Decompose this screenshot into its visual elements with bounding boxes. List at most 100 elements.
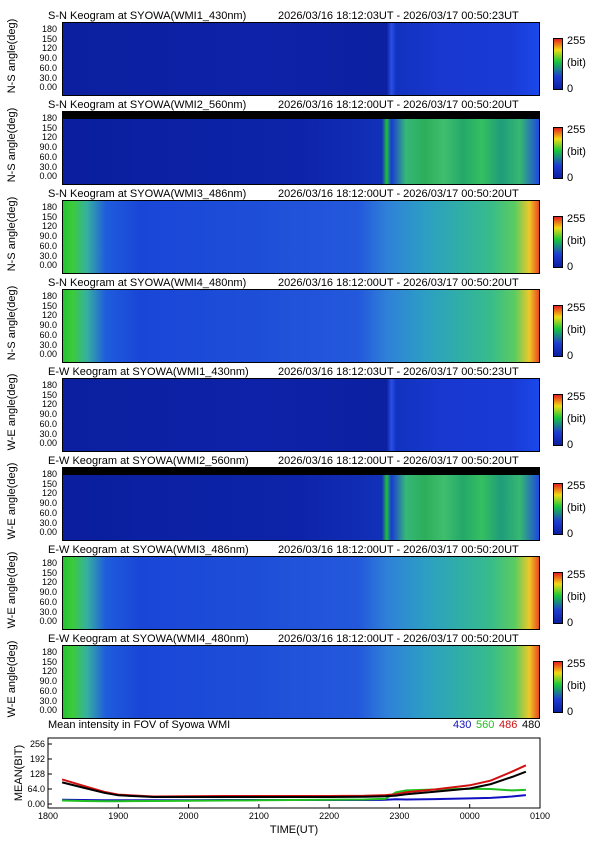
colorbar [553,661,563,713]
y-tick-label: 128 [30,769,45,779]
colorbar-max-label: 255 [567,35,586,47]
angle-tick-label: 120 [41,310,57,320]
keogram-panel: E-W Keogram at SYOWA(WMI1_430nm) 2026/03/… [0,366,595,454]
colorbar [553,483,563,535]
keogram-time-range: 2026/03/16 18:12:00UT - 2026/03/17 00:50… [278,277,519,289]
keogram-time-range: 2026/03/16 18:12:03UT - 2026/03/17 00:50… [278,10,519,22]
legend-entry: 560 [476,719,494,731]
x-tick-label: 2000 [179,811,199,821]
x-tick-label: 0100 [530,811,550,821]
angle-tick-label: 150 [41,389,57,400]
chart-title: Mean intensity in FOV of Syowa WMI [48,719,230,731]
keogram-image [62,556,540,630]
keogram-panel: E-W Keogram at SYOWA(WMI3_486nm) 2026/03/… [0,544,595,632]
angle-tick-label: 0.00 [39,705,57,715]
colorbar-min-label: 0 [567,261,574,273]
x-tick-label: 1800 [38,811,58,821]
keogram-top-band [63,468,539,475]
angle-tick-label: 120 [41,577,57,587]
y-tick-label: 256 [30,739,45,749]
angle-tick-label: 180 [41,291,57,301]
keogram-time-range: 2026/03/16 18:12:00UT - 2026/03/17 00:50… [278,188,519,200]
y-tick-label: 192 [30,754,45,764]
keogram-title: S-N Keogram at SYOWA(WMI1_430nm) [48,10,247,22]
colorbar-min-label: 0 [567,706,574,718]
colorbar-max-label: 255 [567,480,586,492]
angle-tick-label: 60.0 [39,597,57,607]
angle-tick-label: 0.00 [39,616,57,626]
angle-tick-label: 150 [41,656,57,667]
keogram-time-range: 2026/03/16 18:12:03UT - 2026/03/17 00:50… [278,366,519,378]
angle-tick-label: 120 [41,132,57,142]
colorbar-max-label: 255 [567,302,586,314]
angle-tick-label: 60.0 [39,330,57,340]
colorbar-unit-label: (bit) [567,413,586,425]
colorbar-max-label: 255 [567,391,586,403]
colorbar-max-label: 255 [567,124,586,136]
angle-tick-label: 90.0 [39,587,57,597]
angle-tick-label: 30.0 [39,162,57,172]
colorbar-unit-label: (bit) [567,57,586,69]
y-axis-label: MEAN(BIT) [13,745,25,801]
angle-tick-label: 30.0 [39,696,57,706]
colorbar-max-label: 255 [567,658,586,670]
series-line-486 [61,764,527,798]
x-axis-label: TIME(UT) [270,824,318,836]
colorbar-unit-label: (bit) [567,502,586,514]
angle-tick-label: 0.00 [39,438,57,448]
series-line-480 [61,770,527,798]
colorbar [553,394,563,446]
mean-intensity-panel: Mean intensity in FOV of Syowa WMI 430 560… [0,716,595,842]
angle-tick-label: 90.0 [39,231,57,241]
angle-tick-label: 0.00 [39,260,57,270]
keogram-title: E-W Keogram at SYOWA(WMI1_430nm) [48,366,249,378]
keogram-time-range: 2026/03/16 18:12:00UT - 2026/03/17 00:50… [278,544,519,556]
keogram-time-range: 2026/03/16 18:12:00UT - 2026/03/17 00:50… [278,455,519,467]
angle-tick-label: 90.0 [39,676,57,686]
angle-tick-label: 120 [41,399,57,409]
colorbar [553,572,563,624]
x-tick-label: 2200 [319,811,339,821]
angle-tick-label: 90.0 [39,142,57,152]
colorbar-max-label: 255 [567,569,586,581]
angle-tick-label: 0.00 [39,349,57,359]
angle-tick-label: 120 [41,43,57,53]
angle-tick-label: 90.0 [39,498,57,508]
angle-tick-label: 120 [41,221,57,231]
angle-tick-label: 30.0 [39,73,57,83]
angle-tick-label: 0.00 [39,171,57,181]
angle-tick-label: 60.0 [39,63,57,73]
colorbar-unit-label: (bit) [567,235,586,247]
keogram-title: E-W Keogram at SYOWA(WMI4_480nm) [48,633,249,645]
keogram-image [62,111,540,185]
angle-tick-label: 30.0 [39,340,57,350]
angle-tick-label: 30.0 [39,251,57,261]
angle-tick-label: 120 [41,488,57,498]
keogram-time-range: 2026/03/16 18:12:00UT - 2026/03/17 00:50… [278,633,519,645]
y-tick-label: 64.0 [27,784,45,794]
colorbar [553,127,563,179]
angle-tick-label: 150 [41,33,57,44]
keogram-title: E-W Keogram at SYOWA(WMI2_560nm) [48,455,249,467]
angle-tick-label: 60.0 [39,241,57,251]
keogram-title: E-W Keogram at SYOWA(WMI3_486nm) [48,544,249,556]
keogram-image [62,200,540,274]
legend-entry: 480 [522,719,540,731]
angle-tick-label: 0.00 [39,82,57,92]
angle-tick-label: 0.00 [39,527,57,537]
keogram-title: S-N Keogram at SYOWA(WMI3_486nm) [48,188,247,200]
angle-tick-label: 180 [41,469,57,479]
colorbar-min-label: 0 [567,528,574,540]
keogram-panel: S-N Keogram at SYOWA(WMI3_486nm) 2026/03/… [0,188,595,276]
keogram-image [62,467,540,541]
angle-tick-label: 180 [41,24,57,34]
angle-tick-label: 60.0 [39,152,57,162]
colorbar [553,38,563,90]
plot-frame [47,737,541,809]
angle-tick-label: 180 [41,380,57,390]
keogram-panel: S-N Keogram at SYOWA(WMI2_560nm) 2026/03/… [0,99,595,187]
angle-tick-label: 90.0 [39,320,57,330]
angle-tick-label: 180 [41,558,57,568]
angle-tick-label: 30.0 [39,607,57,617]
keogram-image [62,289,540,363]
